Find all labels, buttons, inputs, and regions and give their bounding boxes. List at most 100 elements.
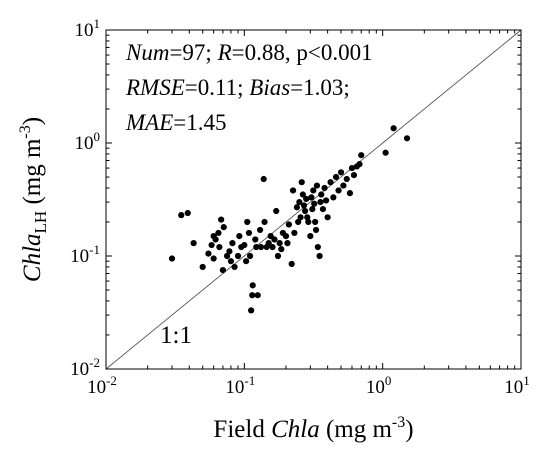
x-tick-base: 10 bbox=[225, 377, 244, 398]
data-point bbox=[282, 233, 290, 240]
data-point bbox=[256, 226, 264, 234]
data-point bbox=[311, 200, 318, 207]
data-point bbox=[245, 229, 253, 237]
y-tick-base: 10 bbox=[70, 246, 89, 267]
data-point bbox=[244, 218, 251, 226]
y-tick-base: 10 bbox=[75, 133, 94, 154]
data-point bbox=[297, 214, 304, 221]
y-label-italic: Chla bbox=[19, 233, 46, 282]
data-point bbox=[317, 198, 324, 206]
x-tick-exponent: 1 bbox=[523, 373, 530, 388]
data-point bbox=[340, 182, 347, 189]
data-point bbox=[312, 226, 320, 234]
one-to-one-label: 1:1 bbox=[160, 322, 192, 349]
data-point bbox=[356, 161, 363, 168]
y-tick-exponent: 0 bbox=[94, 129, 101, 144]
x-tick-label: 100 bbox=[366, 373, 392, 398]
data-point bbox=[254, 292, 261, 299]
stats-segment: MAE bbox=[125, 110, 173, 135]
stats-segment: =1.45 bbox=[173, 110, 226, 135]
x-tick-base: 10 bbox=[366, 377, 385, 398]
data-point bbox=[312, 218, 319, 226]
data-point bbox=[288, 260, 295, 268]
data-point bbox=[358, 152, 365, 159]
data-point bbox=[313, 182, 321, 189]
data-point bbox=[218, 216, 225, 223]
x-tick-exponent: 0 bbox=[385, 373, 392, 388]
data-point bbox=[318, 191, 325, 198]
data-point bbox=[289, 187, 297, 194]
data-point bbox=[241, 241, 248, 249]
data-point bbox=[248, 307, 255, 314]
x-label-exponent: -3 bbox=[392, 414, 405, 431]
data-point bbox=[227, 258, 235, 265]
data-point bbox=[319, 206, 327, 213]
data-point bbox=[274, 252, 282, 260]
data-point bbox=[305, 218, 312, 226]
plot-frame bbox=[105, 29, 522, 370]
data-point bbox=[261, 218, 268, 226]
data-point bbox=[350, 171, 358, 179]
data-point bbox=[276, 240, 283, 247]
y-tick-exponent: 1 bbox=[94, 16, 101, 31]
data-point bbox=[327, 179, 334, 186]
data-point bbox=[257, 243, 265, 251]
data-point bbox=[335, 187, 342, 194]
y-tick-label: 10-1 bbox=[70, 242, 100, 267]
data-point bbox=[382, 149, 389, 156]
data-point bbox=[273, 207, 280, 215]
data-point bbox=[403, 135, 411, 142]
data-point bbox=[298, 179, 305, 186]
y-tick-label: 10-2 bbox=[70, 355, 100, 380]
data-point bbox=[296, 198, 303, 206]
data-point bbox=[234, 252, 242, 260]
x-tick-label: 101 bbox=[504, 373, 530, 398]
y-axis-label: ChlaLH (mg m-3) bbox=[17, 117, 50, 282]
x-tick-base: 10 bbox=[504, 377, 523, 398]
y-tick-exponent: -2 bbox=[89, 355, 100, 370]
y-label-subscript: LH bbox=[31, 211, 50, 234]
stats-segment: R bbox=[217, 40, 232, 65]
stats-annotation-line: MAE=1.45 bbox=[125, 110, 227, 135]
x-label-suffix: ) bbox=[405, 416, 413, 443]
y-label-exponent: -3 bbox=[17, 125, 34, 138]
stats-segment: =1.03; bbox=[290, 75, 350, 100]
x-label-prefix: Field bbox=[213, 416, 271, 443]
data-point bbox=[308, 194, 315, 201]
data-point bbox=[226, 248, 233, 255]
data-point bbox=[243, 258, 250, 265]
data-point bbox=[321, 184, 328, 192]
y-tick-label: 100 bbox=[75, 129, 101, 154]
data-point bbox=[300, 202, 308, 209]
data-point bbox=[310, 187, 317, 194]
y-tick-base: 10 bbox=[70, 359, 89, 380]
x-axis-label: Field Chla (mg m-3) bbox=[213, 414, 413, 443]
data-point bbox=[271, 236, 278, 243]
data-point bbox=[210, 233, 217, 240]
data-point bbox=[346, 190, 354, 197]
data-point bbox=[253, 243, 260, 251]
stats-segment: Bias bbox=[249, 75, 290, 100]
data-point bbox=[184, 209, 191, 217]
data-point bbox=[246, 252, 254, 260]
data-point bbox=[309, 206, 316, 213]
data-point bbox=[348, 164, 356, 172]
stats-segment: =97; bbox=[169, 40, 217, 65]
data-point bbox=[229, 240, 236, 247]
data-point bbox=[304, 214, 311, 221]
data-point bbox=[295, 218, 302, 226]
stats-segment: Num bbox=[125, 40, 169, 65]
y-tick-base: 10 bbox=[75, 20, 94, 41]
data-point bbox=[314, 243, 321, 251]
data-point bbox=[216, 243, 223, 251]
data-point bbox=[205, 250, 212, 257]
y-tick-exponent: -1 bbox=[89, 242, 100, 257]
data-point bbox=[260, 175, 267, 183]
x-label-unit: (mg m bbox=[320, 416, 393, 443]
data-point bbox=[249, 292, 256, 299]
data-point bbox=[324, 214, 331, 221]
data-point bbox=[316, 252, 323, 260]
data-point bbox=[337, 169, 345, 176]
